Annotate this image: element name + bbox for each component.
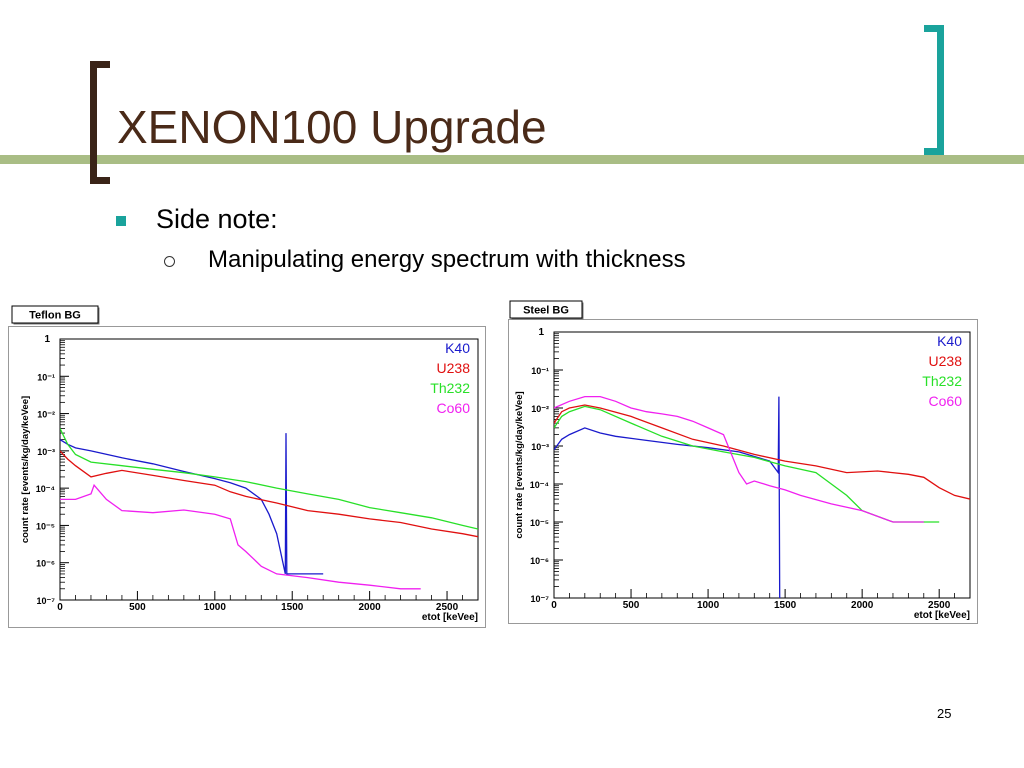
x-tick-label: 2500 [436,602,459,613]
bullet-item: Side note: [116,204,278,235]
x-tick-label: 1500 [281,602,304,613]
y-tick-label: 10⁻² [531,404,549,414]
series-line-u238 [554,404,970,500]
chart-teflon-bg: Teflon BG 1 10⁻¹ 10⁻² 10⁻³ 10⁻⁴ 10⁻⁵ 10⁻⁶ 10⁻⁷ 0 5… [8,298,486,628]
series-group [60,428,478,590]
legend-entry-u238: U238 [437,360,471,376]
series-group [554,395,970,598]
x-axis-label: etot [keVee] [914,610,970,621]
x-tick-label: 1000 [697,600,720,611]
x-tick-label: 2000 [851,600,874,611]
legend-entry-th232: Th232 [922,373,962,389]
legend-entry-th232: Th232 [430,380,470,396]
series-line-u238 [60,450,478,538]
y-tick-label: 10⁻⁵ [36,521,55,531]
series-line-co60 [554,395,924,523]
y-tick-label: 10⁻⁴ [530,480,549,490]
slide-title: XENON100 Upgrade [117,101,547,153]
y-tick-label: 1 [538,327,544,338]
x-tick-label: 1500 [774,600,797,611]
y-tick-label: 10⁻⁵ [530,518,549,528]
y-tick-label: 10⁻⁷ [37,596,56,606]
y-tick-label: 1 [44,334,50,345]
y-tick-label: 10⁻⁷ [531,594,550,604]
header-band [0,155,1024,164]
x-tick-label: 2500 [928,600,951,611]
sub-bullet-text: Manipulating energy spectrum with thickn… [208,246,686,273]
plot-area [553,331,971,599]
chart-title-box [509,300,583,319]
bullet-text: Side note: [156,204,278,234]
y-tick-label: 10⁻⁴ [36,484,55,494]
x-tick-label: 1000 [204,602,227,613]
y-tick-label: 10⁻¹ [37,372,55,382]
series-line-th232 [60,428,478,530]
y-axis-label: count rate [events/kg/day/keVee] [20,396,31,543]
y-tick-label: 10⁻³ [37,447,55,457]
x-axis-label: etot [keVee] [422,612,478,623]
legend-entry-co60: Co60 [437,400,471,416]
legend-entry-u238: U238 [929,353,963,369]
chart-title: Steel BG [523,305,569,317]
sub-bullet-item: Manipulating energy spectrum with thickn… [164,246,686,274]
series-line-k40 [60,433,324,575]
series-line-k40 [554,396,781,598]
square-bullet-icon [116,215,126,226]
circle-bullet-icon [164,255,175,267]
x-tick-label: 0 [551,600,557,611]
chart-title: Teflon BG [29,310,81,322]
y-axis-label: count rate [events/kg/day/keVee] [514,391,525,538]
x-tick-label: 500 [129,602,146,613]
series-line-co60 [60,483,421,590]
teflon-chart-svg: Teflon BG 1 10⁻¹ 10⁻² 10⁻³ 10⁻⁴ 10⁻⁵ 10⁻⁶ 10⁻⁷0 5… [8,305,486,628]
chart-title-box [11,305,99,324]
left-bracket [90,61,110,184]
legend-entry-k40: K40 [445,340,470,356]
x-tick-label: 2000 [359,602,382,613]
chart-steel-bg: Steel BG 1 10⁻¹ 10⁻² 10⁻³ 10⁻⁴ 10⁻⁵ 10⁻⁶ 10⁻⁷ 0 50… [508,294,978,624]
y-tick-label: 10⁻² [37,410,55,420]
y-tick-label: 10⁻⁶ [36,559,55,569]
x-tick-label: 500 [623,600,640,611]
y-tick-label: 10⁻³ [531,442,549,452]
y-tick-label: 10⁻¹ [531,366,549,376]
x-tick-label: 0 [57,602,63,613]
slide-number: 25 [937,706,952,721]
legend-entry-k40: K40 [937,333,962,349]
y-tick-label: 10⁻⁶ [530,556,549,566]
steel-chart-svg: Steel BG 1 10⁻¹ 10⁻² 10⁻³ 10⁻⁴ 10⁻⁵ 10⁻⁶ 10⁻⁷0 50… [508,300,978,624]
plot-area [59,338,479,601]
right-bracket [924,25,944,155]
legend-entry-co60: Co60 [929,393,963,409]
